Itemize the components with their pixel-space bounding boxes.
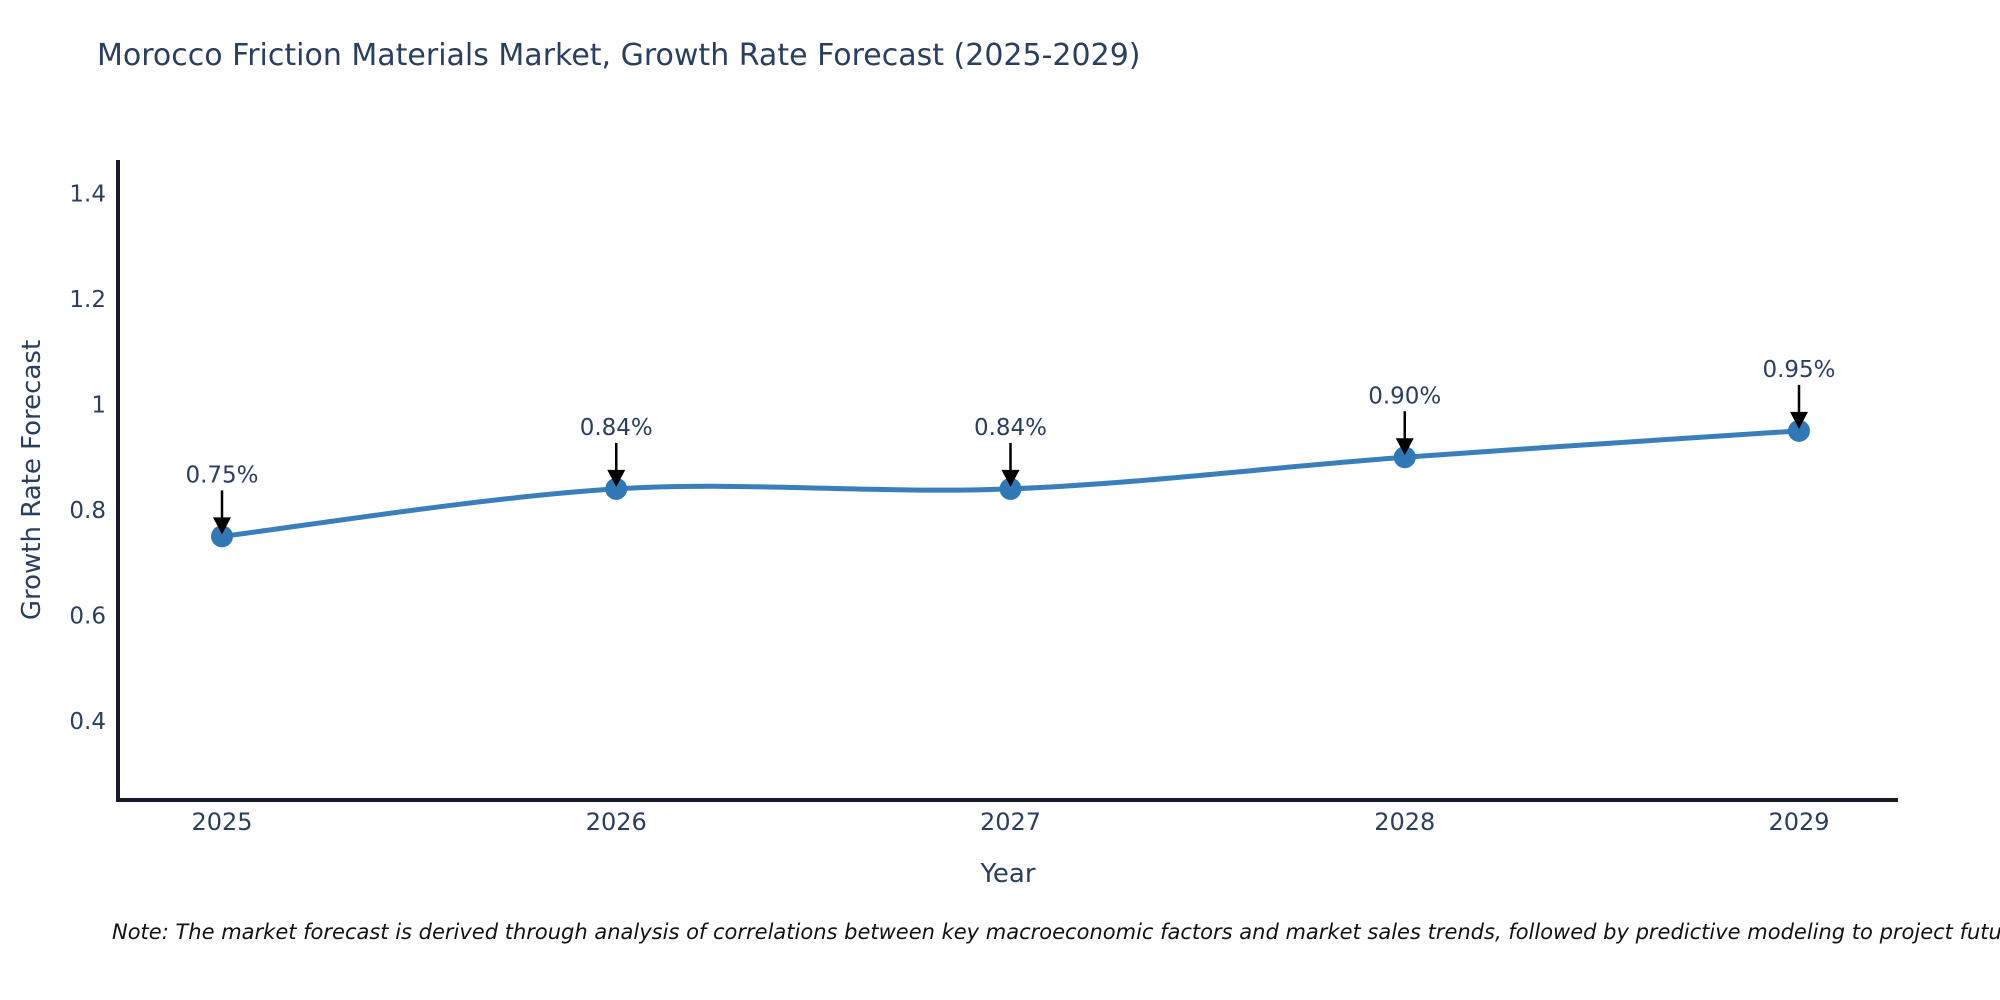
annotation-arrow-head [1001,469,1020,487]
x-tick-label: 2025 [191,808,252,836]
data-point-marker [605,477,628,500]
annotation-arrow-head [213,517,231,535]
x-tick-label: 2026 [586,808,647,836]
x-axis-title: Year [980,859,1036,889]
data-point-marker [1393,446,1416,469]
x-tick-label: 2028 [1374,808,1435,836]
data-point-label: 0.75% [185,462,258,488]
footnote: Note: The market forecast is derived thr… [112,920,2000,944]
data-point-marker [1788,419,1810,442]
data-point-label: 0.84% [580,415,653,441]
x-tick-label: 2029 [1768,808,1829,836]
x-tick-label: 2027 [980,808,1041,836]
chart-title: Morocco Friction Materials Market, Growt… [97,38,1141,73]
y-tick-label: 0.8 [69,498,106,524]
annotation-arrow-head [1395,438,1414,456]
annotation-arrow-head [607,469,626,487]
data-point-label: 0.84% [974,415,1047,441]
data-point-label: 0.95% [1762,357,1835,383]
data-point-marker [211,525,233,548]
annotation-arrow-head [1790,411,1808,429]
y-tick-label: 0.4 [69,709,106,735]
y-tick-label: 1 [91,393,106,419]
data-point-marker [999,477,1022,500]
y-tick-label: 0.6 [69,604,106,630]
data-point-label: 0.90% [1368,383,1441,409]
y-tick-label: 1.2 [69,287,106,313]
y-tick-label: 1.4 [69,182,106,208]
